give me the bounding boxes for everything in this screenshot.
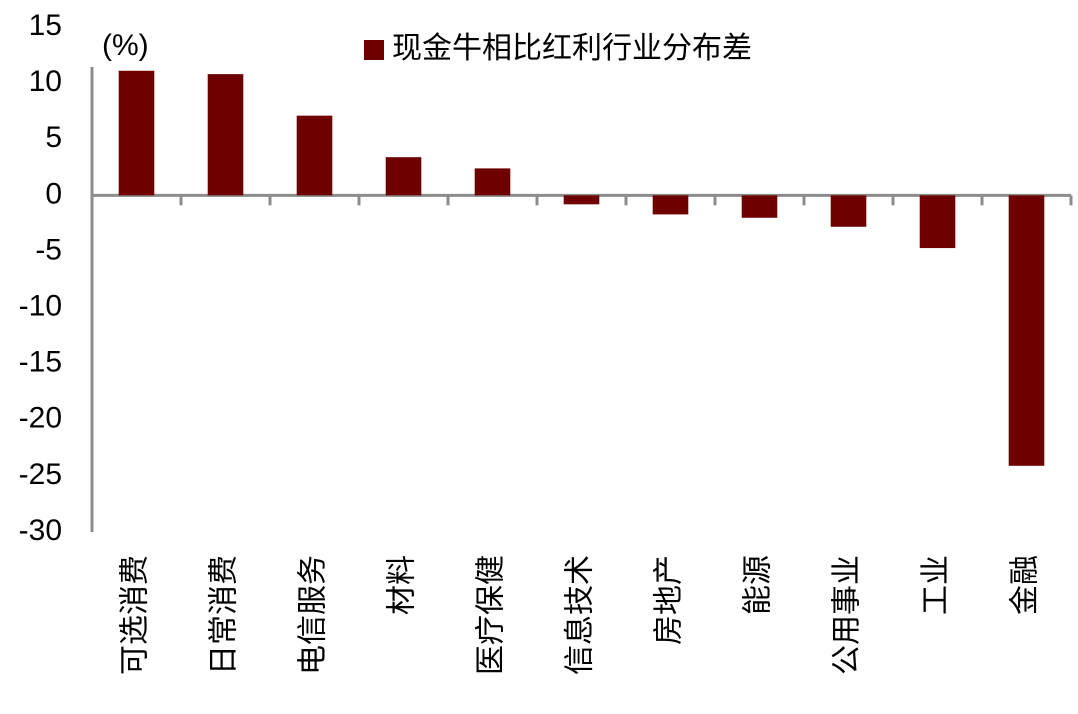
y-tick-label: -20 bbox=[19, 402, 62, 435]
x-tick-label: 日常消费 bbox=[207, 555, 240, 675]
bar bbox=[919, 195, 956, 249]
x-tick-label: 医疗保健 bbox=[474, 555, 507, 675]
y-tick-label: -30 bbox=[19, 514, 62, 547]
legend-swatch bbox=[364, 40, 384, 60]
bar bbox=[474, 168, 511, 196]
y-tick-label: 5 bbox=[45, 121, 62, 154]
y-tick-label: 0 bbox=[45, 177, 62, 210]
bar bbox=[296, 115, 333, 196]
y-tick-label: -25 bbox=[19, 458, 62, 491]
bar bbox=[118, 70, 155, 196]
x-tick-label: 信息技术 bbox=[563, 555, 596, 675]
bar bbox=[741, 195, 778, 218]
legend-label: 现金牛相比红利行业分布差 bbox=[392, 32, 752, 65]
x-tick-label: 电信服务 bbox=[296, 555, 329, 675]
x-tick-label: 房地产 bbox=[652, 555, 685, 645]
y-tick-label: -5 bbox=[35, 233, 62, 266]
y-tick-label: 15 bbox=[29, 9, 62, 42]
bar bbox=[652, 195, 689, 215]
x-tick-label: 金融 bbox=[1008, 555, 1041, 615]
bar bbox=[830, 195, 867, 227]
y-tick-label: -15 bbox=[19, 346, 62, 379]
y-tick-label: -10 bbox=[19, 289, 62, 322]
x-tick-label: 材料 bbox=[385, 555, 418, 615]
x-tick-label: 工业 bbox=[919, 555, 952, 615]
bar bbox=[563, 195, 600, 205]
x-tick-label: 可选消费 bbox=[118, 555, 151, 675]
x-tick-label: 能源 bbox=[741, 555, 774, 615]
x-tick-label: 公用事业 bbox=[830, 555, 863, 675]
bar bbox=[207, 74, 244, 196]
bar bbox=[1008, 195, 1045, 466]
unit-label: (%) bbox=[102, 29, 149, 62]
y-tick-label: 10 bbox=[29, 65, 62, 98]
bar bbox=[385, 157, 422, 196]
